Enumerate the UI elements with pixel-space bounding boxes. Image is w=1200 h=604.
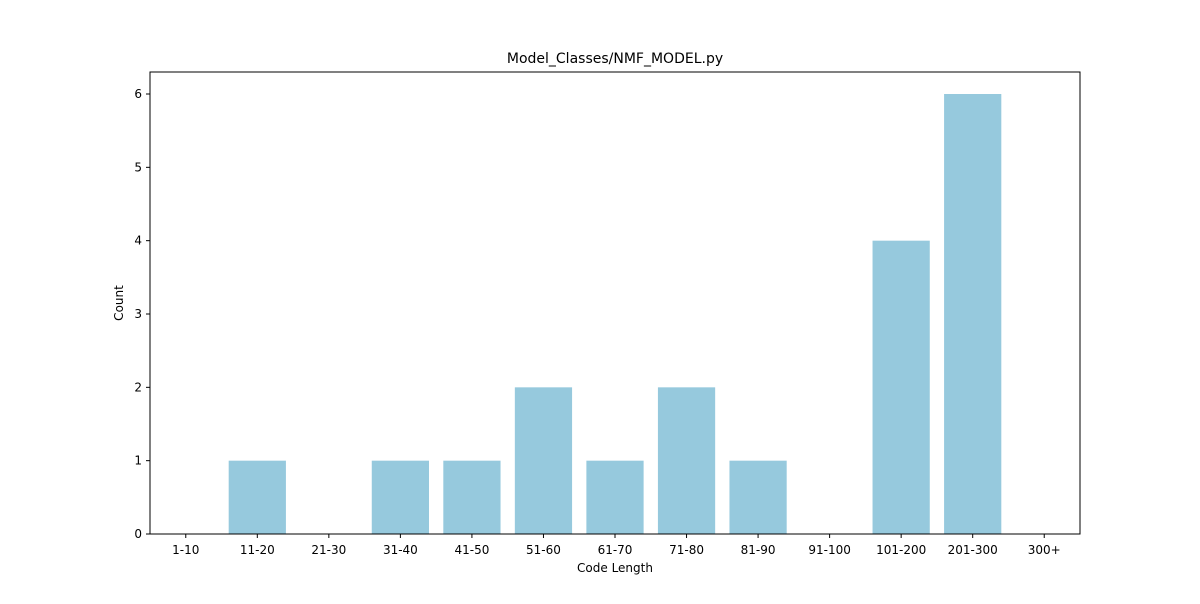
bar-71-80 [657, 387, 716, 534]
x-tick-label: 41-50 [454, 543, 489, 557]
y-tick-label: 3 [134, 307, 142, 321]
bars-layer [228, 94, 1002, 534]
x-tick-label: 21-30 [311, 543, 346, 557]
y-tick-label: 5 [134, 160, 142, 174]
y-tick-label: 2 [134, 380, 142, 394]
x-tick-label: 51-60 [526, 543, 561, 557]
x-tick-label: 201-300 [948, 543, 998, 557]
x-tick-label: 101-200 [876, 543, 926, 557]
y-tick-label: 6 [134, 87, 142, 101]
x-axis: 1-10 11-20 21-30 31-40 41-50 51-60 61-70 71-80 8… [172, 534, 1061, 557]
bar-51-60 [514, 387, 573, 534]
x-tick-label: 11-20 [240, 543, 275, 557]
x-axis-label: Code Length [577, 561, 653, 575]
y-tick-label: 0 [134, 527, 142, 541]
chart-title: Model_Classes/NMF_MODEL.py [507, 51, 723, 67]
x-tick-label: 31-40 [383, 543, 418, 557]
x-tick-label: 61-70 [598, 543, 633, 557]
y-axis-label: Count [112, 285, 126, 321]
bar-61-70 [586, 460, 644, 534]
bar-101-200 [872, 240, 930, 534]
bar-201-300 [944, 94, 1002, 534]
y-axis: 0 1 2 3 4 5 6 [134, 87, 150, 541]
x-tick-label: 1-10 [172, 543, 199, 557]
x-tick-label: 91-100 [808, 543, 851, 557]
x-tick-label: 300+ [1028, 543, 1061, 557]
bar-41-50 [443, 460, 501, 534]
bar-31-40 [371, 460, 429, 534]
bar-11-20 [228, 460, 286, 534]
bar-81-90 [729, 460, 787, 534]
x-tick-label: 81-90 [741, 543, 776, 557]
y-tick-label: 1 [134, 454, 142, 468]
x-tick-label: 71-80 [669, 543, 704, 557]
y-tick-label: 4 [134, 234, 142, 248]
